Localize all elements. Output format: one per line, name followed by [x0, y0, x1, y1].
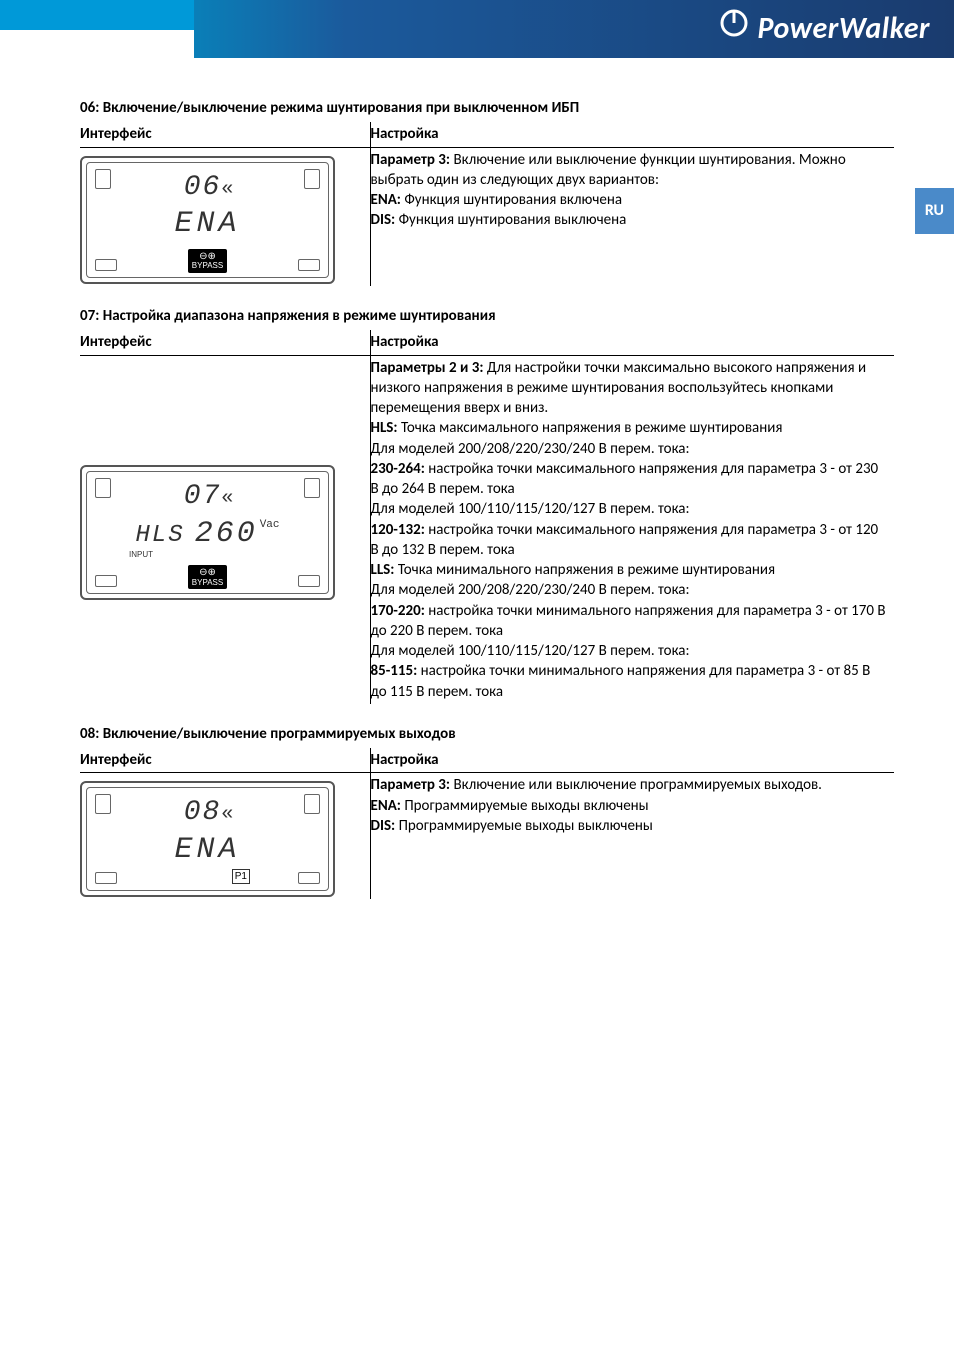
setting-line: Для моделей 200/208/220/230/240 В перем.…	[371, 580, 887, 600]
language-tab: RU	[915, 188, 954, 234]
p1-icon: P1	[232, 869, 250, 885]
section-title-06: 06: Включение/выключение режима шунтиров…	[80, 98, 894, 118]
lcd-06: 06« ENA BYPASS	[80, 150, 362, 285]
setting-line: 85-115: настройка точки минимального нап…	[371, 661, 887, 702]
setting-line: ENA: Функция шунтирования включена	[371, 190, 887, 210]
setting-line: Для моделей 100/110/115/120/127 В перем.…	[371, 499, 887, 519]
lcd-p2: HLS	[135, 520, 184, 552]
setting-line: 230-264: настройка точки максимального н…	[371, 459, 887, 500]
th-setting: Настройка	[370, 748, 894, 773]
lcd-arrows: «	[221, 178, 231, 201]
header-accent	[0, 0, 220, 30]
table-08: Интерфейс Настройка 08« ENA P1	[80, 748, 894, 899]
setting-line: DIS: Функция шунтирования выключена	[371, 210, 887, 230]
lcd-arrows: «	[221, 487, 231, 510]
bypass-icon: BYPASS	[188, 565, 227, 589]
th-setting: Настройка	[370, 122, 894, 147]
th-interface: Интерфейс	[80, 330, 370, 355]
th-setting: Настройка	[370, 330, 894, 355]
setting-line: Для моделей 200/208/220/230/240 В перем.…	[371, 439, 887, 459]
setting-line: ENA: Программируемые выходы включены	[371, 796, 887, 816]
setting-line: Параметр 3: Включение или выключение про…	[371, 775, 887, 795]
brand-text: PowerWalker	[757, 9, 930, 50]
brand-icon	[719, 8, 749, 50]
th-interface: Интерфейс	[80, 122, 370, 147]
settings-06: Параметр 3: Включение или выключение фун…	[370, 147, 894, 286]
lcd-p3: ENA	[95, 204, 320, 245]
lcd-code: 08	[184, 797, 222, 828]
page-content: 06: Включение/выключение режима шунтиров…	[0, 98, 954, 899]
setting-line: DIS: Программируемые выходы выключены	[371, 816, 887, 836]
brand-banner: PowerWalker	[194, 0, 954, 58]
lcd-p3: 260	[195, 514, 258, 555]
lcd-arrows: «	[221, 803, 231, 826]
setting-line: 120-132: настройка точки максимального н…	[371, 520, 887, 561]
th-interface: Интерфейс	[80, 748, 370, 773]
bypass-icon: BYPASS	[188, 249, 227, 273]
lcd-08: 08« ENA P1	[80, 775, 362, 897]
setting-line: Параметр 3: Включение или выключение фун…	[371, 150, 887, 191]
table-07: Интерфейс Настройка 07« HLS 260	[80, 330, 894, 704]
settings-07: Параметры 2 и 3: Для настройки точки мак…	[370, 355, 894, 704]
lcd-07: 07« HLS 260 Vac INPUT BYPASS	[80, 459, 362, 600]
section-title-08: 08: Включение/выключение программируемых…	[80, 724, 894, 744]
section-title-07: 07: Настройка диапазона напряжения в реж…	[80, 306, 894, 326]
lcd-p3: ENA	[95, 830, 320, 871]
settings-08: Параметр 3: Включение или выключение про…	[370, 773, 894, 900]
setting-line: LLS: Точка минимального напряжения в реж…	[371, 560, 887, 580]
page-header: PowerWalker	[0, 0, 954, 90]
lcd-code: 07	[184, 481, 222, 512]
table-06: Интерфейс Настройка 06« ENA BYPASS	[80, 122, 894, 286]
setting-line: Для моделей 100/110/115/120/127 В перем.…	[371, 641, 887, 661]
lcd-code: 06	[184, 172, 222, 203]
setting-line: Параметры 2 и 3: Для настройки точки мак…	[371, 358, 887, 419]
setting-line: 170-220: настройка точки минимального на…	[371, 601, 887, 642]
lcd-unit: Vac	[260, 518, 280, 533]
setting-line: HLS: Точка максимального напряжения в ре…	[371, 418, 887, 438]
